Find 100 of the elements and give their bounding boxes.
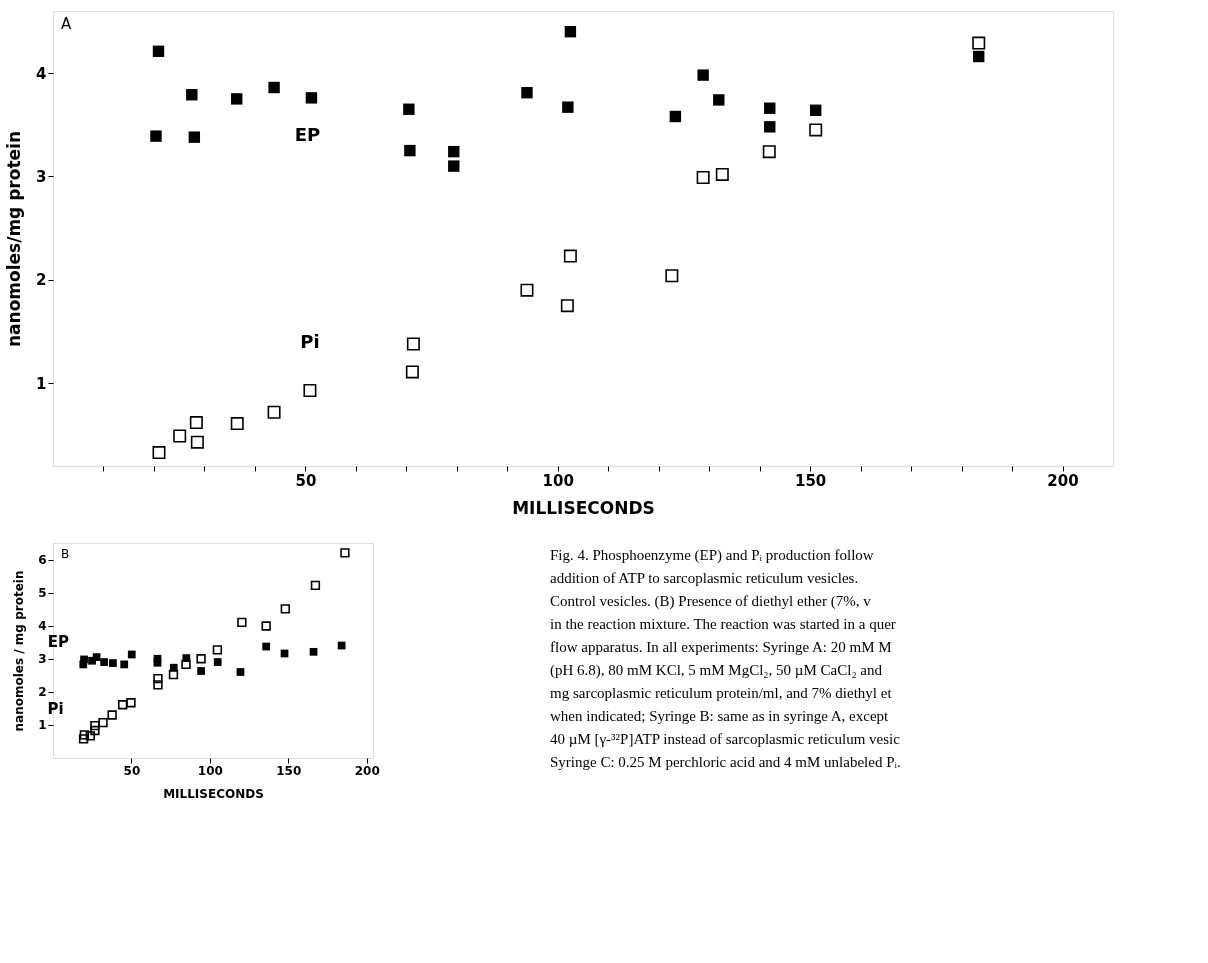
- point: [80, 655, 88, 664]
- point: [268, 81, 280, 94]
- point: [126, 698, 136, 708]
- point: [230, 417, 244, 431]
- y-tick-label: 4: [38, 619, 47, 634]
- point: [448, 160, 460, 172]
- point: [310, 580, 321, 591]
- point: [212, 645, 223, 655]
- point: [303, 384, 317, 398]
- text: Fig. 4. Phosphoenzyme (EP) and Pᵢ production follow addition of ATP to sarcoplasmic reticulum vesicles. Control vesicles. (B) Presence of diethyl ether (7%, v in the reaction mixture. The reaction was started in a quer flow apparatus. In all experiments: Syringe A: 20 mM M (pH 6.8), 80 mM KCl, 5 mM MgCl₂, 50 µM CaCl₂ and mg sarcoplasmic reticulum protein/ml, and 7% diethyl et when indicated; Syringe B: same as in syringe A, except 40 µM [γ-³²P]ATP instead of sarcoplasmic reticulum vesic Syringe C: 0.25 M perchloric acid and 4 mM unlabeled Pᵢ.: [550, 546, 901, 770]
- point: [152, 446, 166, 460]
- point: [340, 548, 350, 558]
- y-tick-label: 5: [38, 586, 47, 601]
- point: [261, 621, 271, 631]
- point: [231, 93, 243, 105]
- point: [186, 89, 198, 101]
- point: [90, 720, 100, 731]
- point: [120, 660, 129, 669]
- point: [98, 717, 108, 728]
- point: [190, 435, 204, 449]
- point: [406, 337, 420, 351]
- point: [152, 45, 165, 58]
- series-label: Pi: [300, 330, 320, 352]
- series-label: EP: [47, 633, 69, 652]
- y-tick-label: 2: [36, 271, 47, 290]
- point: [809, 123, 823, 137]
- point: [972, 36, 986, 50]
- point: [117, 700, 128, 710]
- point: [79, 730, 90, 740]
- point: [696, 170, 710, 184]
- point: [403, 103, 415, 115]
- point: [85, 731, 96, 741]
- point: [563, 249, 577, 263]
- point: [560, 299, 574, 313]
- point: [280, 604, 290, 614]
- point: [197, 667, 205, 675]
- point: [92, 653, 101, 661]
- point: [669, 110, 682, 123]
- point: [448, 145, 460, 158]
- point: [109, 659, 117, 667]
- x-tick-label: 100: [542, 471, 574, 490]
- point: [107, 710, 117, 720]
- point: [236, 668, 245, 676]
- annotation: B: [61, 547, 70, 561]
- point: [127, 650, 136, 659]
- y-axis-title: nanomoles / mg protein: [12, 570, 27, 732]
- y-tick-label: 3: [36, 167, 47, 186]
- y-axis-title: nanomoles/mg protein: [4, 130, 25, 348]
- point: [153, 680, 163, 690]
- point: [196, 654, 206, 664]
- y-tick-label: 1: [36, 374, 47, 393]
- point: [405, 365, 419, 379]
- point: [764, 121, 776, 133]
- x-tick-label: 100: [197, 763, 223, 778]
- point: [153, 673, 163, 684]
- point: [762, 145, 776, 159]
- series-label: Pi: [47, 699, 64, 718]
- y-tick-label: 3: [38, 652, 47, 667]
- point: [168, 669, 179, 680]
- point: [262, 642, 271, 651]
- point: [713, 94, 725, 106]
- x-axis-title: MILLISECONDS: [163, 786, 264, 801]
- point: [153, 658, 162, 667]
- point: [267, 405, 281, 419]
- point: [764, 102, 776, 114]
- x-tick-label: 50: [123, 763, 141, 778]
- point: [973, 50, 985, 63]
- point: [237, 617, 247, 628]
- point: [665, 269, 679, 283]
- point: [100, 658, 109, 666]
- point: [188, 131, 201, 143]
- annotation: A: [61, 15, 72, 33]
- point: [521, 86, 533, 99]
- x-tick-label: 200: [1047, 471, 1079, 490]
- point: [715, 167, 729, 181]
- point: [181, 659, 191, 670]
- point: [564, 25, 577, 38]
- point: [337, 641, 346, 650]
- x-tick-label: 50: [295, 471, 317, 490]
- point: [562, 101, 574, 113]
- y-tick-label: 1: [38, 718, 47, 733]
- y-tick-label: 2: [38, 685, 47, 700]
- point: [150, 130, 162, 142]
- y-tick-label: 6: [38, 553, 47, 568]
- point: [189, 416, 203, 430]
- x-tick-label: 150: [276, 763, 302, 778]
- point: [213, 658, 222, 666]
- point: [90, 725, 100, 736]
- point: [173, 429, 187, 443]
- x-tick-label: 200: [354, 763, 380, 778]
- point: [309, 647, 318, 656]
- point: [404, 144, 416, 157]
- point: [78, 734, 89, 744]
- y-tick-label: 4: [36, 64, 47, 83]
- point: [809, 104, 822, 116]
- x-tick-label: 150: [794, 471, 827, 490]
- point: [697, 69, 709, 81]
- x-axis-title: MILLISECONDS: [512, 497, 655, 518]
- point: [305, 92, 318, 104]
- point: [520, 283, 534, 297]
